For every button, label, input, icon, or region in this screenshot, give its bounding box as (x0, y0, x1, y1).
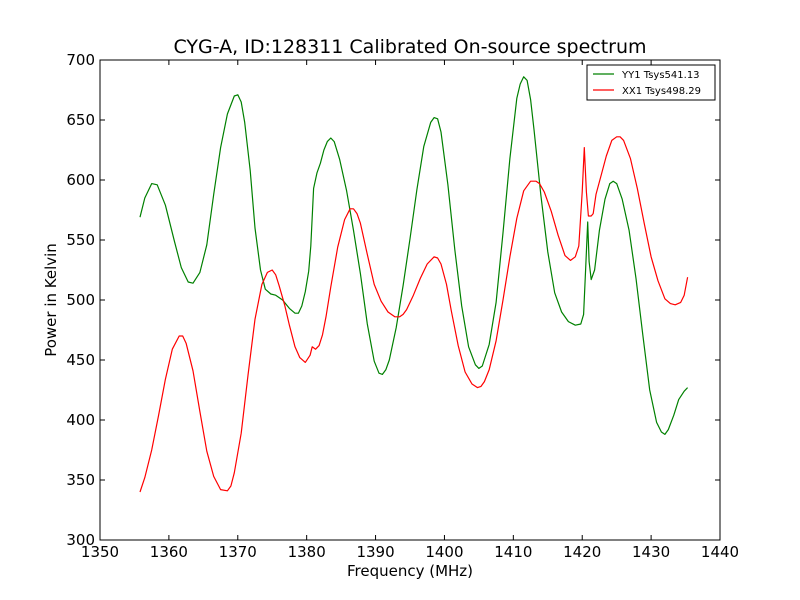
y-axis-label: Power in Kelvin (42, 243, 60, 357)
legend-label-yy1: YY1 Tsys541.13 (621, 70, 700, 81)
axes-background (100, 60, 720, 540)
y-tick-label: 400 (66, 411, 95, 429)
legend-label-xx1: XX1 Tsys498.29 (622, 86, 701, 97)
x-axis-label: Frequency (MHz) (347, 562, 473, 580)
series-line-xx1 (139, 136, 689, 493)
x-tick-label: 1380 (288, 543, 326, 561)
legend: YY1 Tsys541.13 XX1 Tsys498.29 (586, 64, 716, 101)
y-tick-label: 300 (66, 531, 95, 549)
x-tick-label: 1430 (632, 543, 670, 561)
tick-layer: 1350 1360 1370 1380 1390 1400 1410 1420 1430 1440… (66, 51, 739, 561)
y-tick-label: 650 (66, 111, 95, 129)
x-tick-label: 1420 (563, 543, 601, 561)
series-layer (139, 76, 689, 493)
x-tick-label: 1410 (494, 543, 532, 561)
y-tick-label: 700 (66, 51, 95, 69)
x-tick-label: 1400 (425, 543, 463, 561)
x-tick-label: 1390 (356, 543, 394, 561)
y-tick-label: 550 (66, 231, 95, 249)
x-tick-label: 1350 (81, 543, 119, 561)
plot-area: 1350 1360 1370 1380 1390 1400 1410 1420 1430 1440… (66, 51, 739, 561)
x-tick-label: 1440 (701, 543, 739, 561)
chart-title: CYG-A, ID:128311 Calibrated On-source sp… (173, 36, 646, 58)
series-line-yy1 (139, 76, 689, 435)
y-tick-label: 600 (66, 171, 95, 189)
axes-frame (99, 59, 721, 541)
y-tick-label: 350 (66, 471, 95, 489)
x-tick-label: 1370 (219, 543, 257, 561)
y-tick-label: 450 (66, 351, 95, 369)
x-tick-label: 1360 (150, 543, 188, 561)
y-tick-label: 500 (66, 291, 95, 309)
legend-box (586, 64, 716, 101)
